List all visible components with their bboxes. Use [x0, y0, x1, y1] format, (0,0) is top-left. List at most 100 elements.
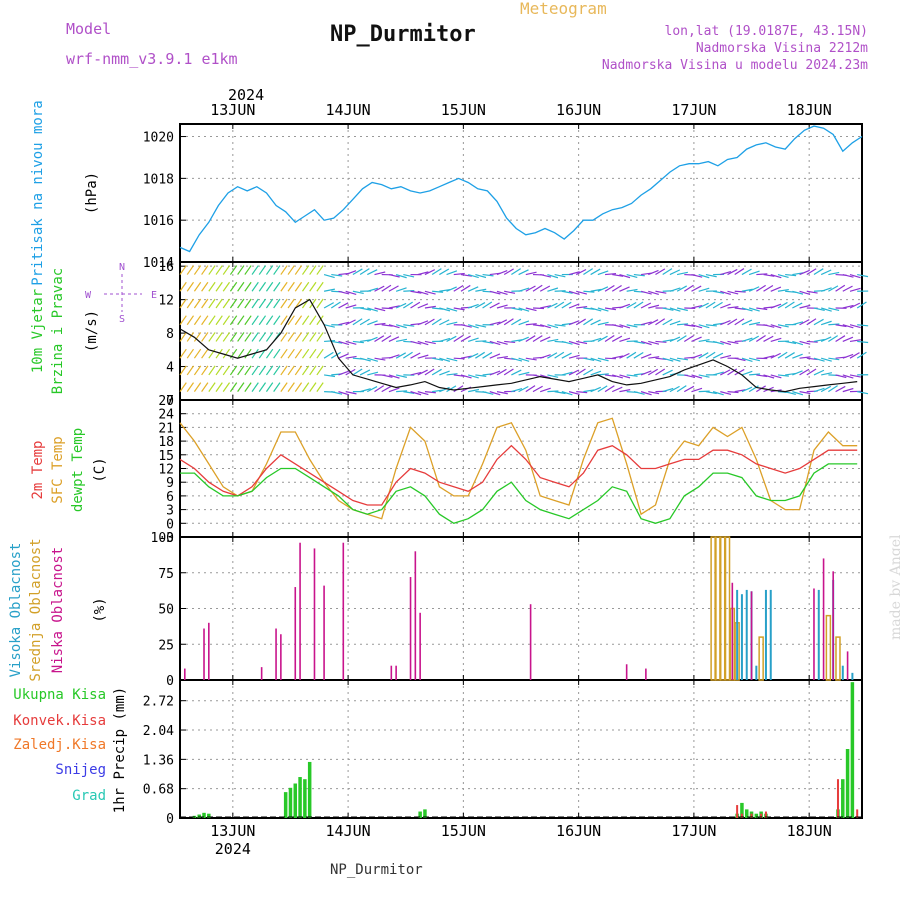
- wind-barb: [251, 265, 259, 275]
- wind-barb: [590, 357, 602, 362]
- wind-barb: [619, 389, 631, 393]
- wind-barb: [669, 320, 681, 326]
- wind-barb: [215, 332, 223, 342]
- wind-barb: [698, 374, 710, 378]
- wind-barb: [496, 340, 508, 345]
- wind-barb: [727, 268, 738, 276]
- mid-cloud-bar: [715, 536, 721, 681]
- low-cloud-bar: [203, 628, 205, 680]
- wind-barb: [561, 301, 572, 309]
- wind-barb: [640, 340, 652, 346]
- wind-barb: [410, 352, 421, 359]
- wind-barb: [792, 353, 803, 359]
- total-precip-bar: [418, 811, 422, 818]
- wind-barb: [684, 385, 695, 393]
- wind-barb: [208, 365, 216, 376]
- wind-barb: [324, 340, 336, 343]
- wind-barb: [741, 370, 753, 376]
- low-cloud-bar: [409, 577, 412, 680]
- wind-barb: [568, 320, 580, 326]
- wind-barb: [496, 368, 507, 376]
- convective-precip-bar: [856, 809, 859, 818]
- wind-barb: [842, 304, 854, 309]
- wind-barb: [301, 265, 310, 275]
- wind-barb: [403, 273, 415, 278]
- wind-barb: [619, 286, 630, 292]
- wind-barb: [698, 273, 710, 279]
- wind-barb: [417, 369, 428, 376]
- footer-station: NP_Durmitor: [330, 862, 423, 878]
- wind-barb: [835, 324, 847, 328]
- wind-barb: [417, 391, 429, 396]
- wind-barb: [828, 307, 840, 311]
- wind-barb: [698, 287, 710, 292]
- wind-barb: [345, 391, 357, 395]
- wind-barb: [244, 382, 252, 392]
- cloud-panel: 0 25 50 75 100: [151, 531, 863, 689]
- wind-barb: [727, 368, 738, 376]
- wind-barb: [388, 324, 400, 329]
- wind-barb: [453, 272, 465, 276]
- wind-barb: [186, 265, 195, 275]
- wind-barb: [799, 290, 811, 295]
- dewpt-series-line: [180, 463, 858, 525]
- y-tick-label: 9: [166, 476, 174, 491]
- wind-barb: [395, 352, 407, 359]
- wind-barb: [273, 348, 281, 359]
- wind-barb: [554, 301, 565, 309]
- wind-barb: [193, 348, 202, 359]
- wind-barb: [640, 353, 652, 359]
- wind-barb: [273, 298, 281, 309]
- wind-barb: [518, 287, 530, 292]
- wind-barb: [367, 336, 378, 343]
- low-cloud-bar: [822, 558, 825, 680]
- wind-barb: [554, 273, 566, 278]
- wind-barb: [518, 336, 529, 343]
- precip-unit-label: 1hr Precip (mm): [112, 687, 128, 813]
- wind-barb: [482, 391, 494, 395]
- wind-barb: [828, 271, 840, 276]
- wind-barb: [583, 290, 595, 293]
- precip-legend-label: Ukupna Kisa: [13, 687, 106, 703]
- wind-barb: [201, 365, 209, 376]
- wind-barb: [265, 298, 274, 309]
- wind-barb: [439, 307, 451, 312]
- total-precip-bar: [303, 779, 307, 818]
- wind-barb: [222, 382, 231, 392]
- wind-barb: [547, 324, 559, 329]
- wind-barb: [482, 351, 493, 359]
- low-cloud-bar: [750, 591, 753, 680]
- top-year-label: 2024: [228, 86, 264, 104]
- wind-barb: [857, 273, 869, 278]
- bottom-x-tick-label: 16JUN: [556, 822, 601, 840]
- wind-barb: [525, 271, 537, 276]
- low-cloud-bar: [529, 604, 532, 680]
- wind-barb: [489, 391, 501, 396]
- wind-barb: [345, 319, 356, 326]
- wind-barb: [482, 340, 494, 344]
- wind-barb: [849, 339, 861, 343]
- wind-barb: [857, 391, 869, 395]
- wind-barb: [503, 318, 514, 326]
- wind-barb: [367, 269, 378, 276]
- precip-legend-label: Konvek.Kisa: [13, 713, 106, 729]
- wind-barb: [763, 324, 775, 328]
- wind-barb: [611, 335, 623, 342]
- total-precip-bar: [307, 761, 312, 818]
- wind-barb: [835, 284, 846, 292]
- wind-barb: [424, 340, 436, 345]
- wind-barb: [446, 335, 457, 342]
- wind-barb: [367, 371, 379, 376]
- precip-legend-label: Snijeg: [55, 762, 106, 778]
- wind-barb: [374, 271, 386, 276]
- bottom-x-tick-label: 18JUN: [787, 822, 832, 840]
- wind-barb: [489, 321, 501, 326]
- wind-barb: [691, 336, 702, 343]
- wind-barb: [756, 334, 766, 342]
- wind-barb: [496, 391, 508, 395]
- precip-panel: 0 0.68 1.36 2.04 2.72: [143, 679, 863, 827]
- wind-barb: [193, 382, 202, 392]
- wind-barb: [446, 307, 458, 312]
- wind-barb: [222, 265, 231, 275]
- wind-barb: [265, 365, 274, 376]
